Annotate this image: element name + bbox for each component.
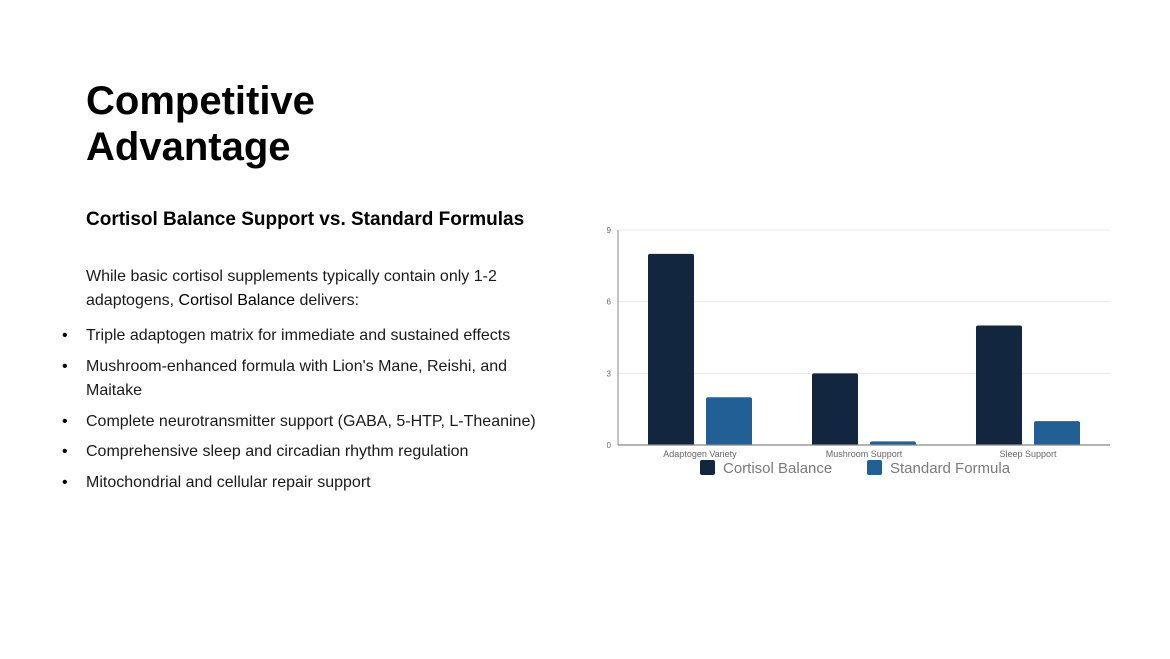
slide-title: Competitive Advantage bbox=[86, 78, 506, 170]
bar-cortisol-balance bbox=[812, 373, 858, 445]
feature-item: Comprehensive sleep and circadian rhythm… bbox=[62, 440, 566, 465]
x-tick-label: Adaptogen Variety bbox=[663, 449, 737, 459]
y-tick-label: 3 bbox=[607, 369, 612, 378]
legend-label: Cortisol Balance bbox=[723, 460, 832, 477]
bar-standard-formula bbox=[1034, 421, 1080, 445]
y-tick-label: 9 bbox=[607, 226, 612, 235]
section-subtitle: Cortisol Balance Support vs. Standard Fo… bbox=[86, 209, 525, 230]
intro-paragraph: While basic cortisol supplements typical… bbox=[86, 265, 556, 313]
y-tick-label: 0 bbox=[607, 441, 612, 450]
intro-text-after: delivers: bbox=[295, 292, 360, 309]
bar-standard-formula bbox=[706, 397, 752, 445]
bar-standard-formula bbox=[870, 441, 916, 445]
x-tick-label: Mushroom Support bbox=[826, 449, 903, 459]
legend-swatch bbox=[700, 460, 715, 475]
feature-item: Mushroom-enhanced formula with Lion's Ma… bbox=[62, 355, 566, 404]
feature-list: Triple adaptogen matrix for immediate an… bbox=[62, 324, 566, 501]
feature-item: Triple adaptogen matrix for immediate an… bbox=[62, 324, 566, 349]
bar-cortisol-balance bbox=[648, 253, 694, 445]
feature-item: Mitochondrial and cellular repair suppor… bbox=[62, 471, 566, 496]
title-line-1: Competitive bbox=[86, 79, 315, 123]
feature-item: Complete neurotransmitter support (GABA,… bbox=[62, 410, 566, 435]
bar-chart-svg: 0 3 6 9 Adaptogen Variety Mushroom Support Sle… bbox=[607, 226, 1110, 477]
legend-swatch bbox=[867, 460, 882, 475]
intro-text-before: While basic cortisol supplements typical… bbox=[86, 268, 497, 309]
bar-cortisol-balance bbox=[976, 325, 1022, 445]
y-tick-label: 6 bbox=[607, 298, 612, 307]
legend-label: Standard Formula bbox=[890, 460, 1011, 477]
intro-brand-name: Cortisol Balance bbox=[178, 292, 296, 309]
title-line-2: Advantage bbox=[86, 125, 291, 169]
x-tick-label: Sleep Support bbox=[999, 449, 1057, 459]
comparison-chart: 0 3 6 9 Adaptogen Variety Mushroom Support Sle… bbox=[590, 215, 1120, 485]
